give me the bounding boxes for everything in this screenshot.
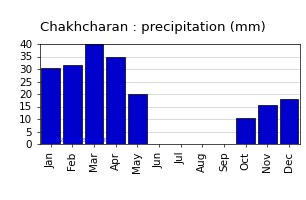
Text: www.allmetsat.com: www.allmetsat.com — [42, 137, 111, 143]
Bar — [128, 94, 147, 144]
Bar — [237, 118, 255, 144]
Bar — [85, 44, 103, 144]
Bar — [280, 99, 298, 144]
Bar — [106, 56, 125, 144]
Text: Chakhcharan : precipitation (mm): Chakhcharan : precipitation (mm) — [40, 21, 266, 34]
Bar — [41, 68, 60, 144]
Bar — [63, 65, 81, 144]
Bar — [258, 105, 277, 144]
